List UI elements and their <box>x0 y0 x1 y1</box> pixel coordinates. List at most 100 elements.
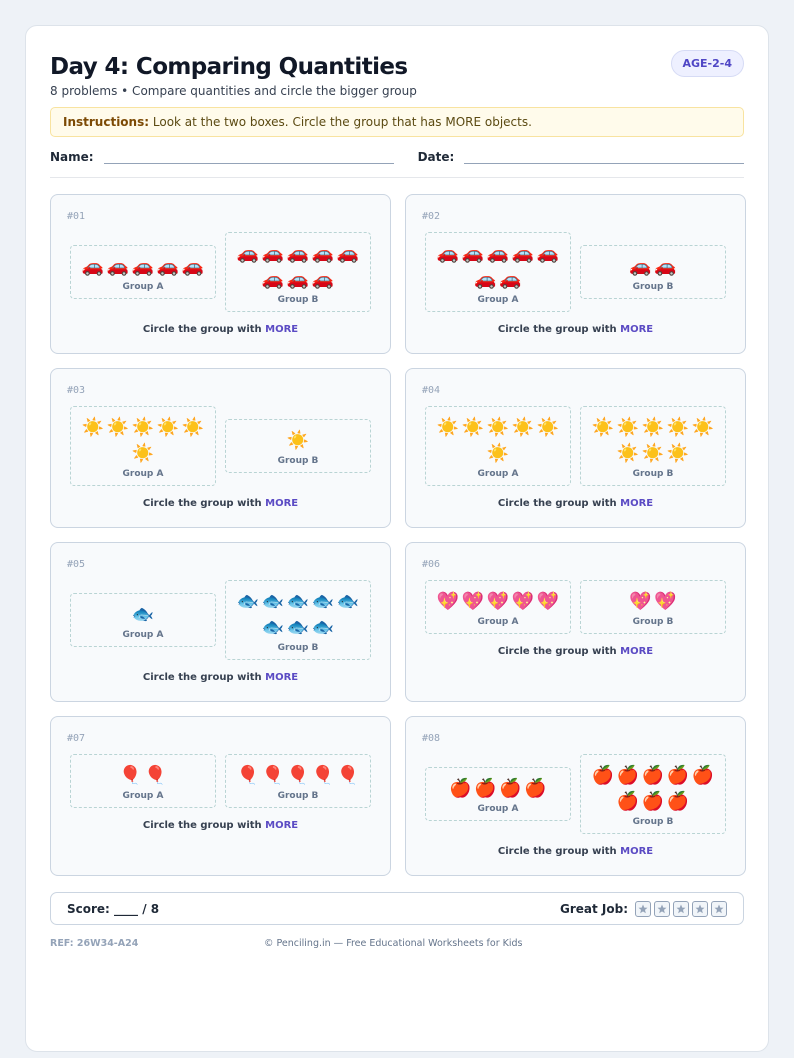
problem-grid: #01 🚗 🚗 🚗 🚗 🚗 Group A 🚗 🚗 🚗 🚗 🚗 🚗 🚗 🚗 Group B Circle the… <box>50 194 746 876</box>
group-box[interactable]: 💖 💖 💖 💖 💖 Group A <box>425 580 571 634</box>
item-icon: 🎈 <box>311 765 335 786</box>
groups-row: ☀️ ☀️ ☀️ ☀️ ☀️ ☀️ Group A ☀️ ☀️ ☀️ ☀️ ☀️ ☀️ ☀️ ☀️ Group… <box>422 406 729 486</box>
group-label: Group A <box>122 791 164 801</box>
star-icon <box>657 904 667 913</box>
group-label: Group A <box>477 617 519 627</box>
problem-card: #01 🚗 🚗 🚗 🚗 🚗 Group A 🚗 🚗 🚗 🚗 🚗 🚗 🚗 🚗 Group B Circle the… <box>50 194 391 354</box>
group-box[interactable]: 🎈 🎈 🎈 🎈 🎈 Group B <box>225 754 371 808</box>
item-icon: 🚗 <box>311 269 335 290</box>
item-icon: 💖 <box>436 591 460 612</box>
groups-row: 🎈 🎈 Group A 🎈 🎈 🎈 🎈 🎈 Group B <box>67 754 374 808</box>
name-line[interactable] <box>103 152 394 164</box>
group-items: 💖 💖 💖 💖 💖 <box>433 589 563 615</box>
groups-row: 🍎 🍎 🍎 🍎 Group A 🍎 🍎 🍎 🍎 🍎 🍎 🍎 🍎 Group B <box>422 754 729 834</box>
item-icon: ☀️ <box>436 417 460 438</box>
group-items: ☀️ ☀️ ☀️ ☀️ ☀️ ☀️ ☀️ ☀️ <box>588 415 718 467</box>
date-label: Date: <box>417 150 455 164</box>
prompt-emphasis: MORE <box>620 498 654 509</box>
item-icon: 🍎 <box>666 765 690 786</box>
item-icon: ☀️ <box>286 430 310 451</box>
title: Day 4: Comparing Quantities <box>50 54 408 80</box>
problem-card: #05 🐟 Group A 🐟 🐟 🐟 🐟 🐟 🐟 🐟 🐟 Group B Circle the gro… <box>50 542 391 702</box>
item-icon: ☀️ <box>641 443 665 464</box>
item-icon: ☀️ <box>486 417 510 438</box>
problem-number: #03 <box>67 385 86 396</box>
star[interactable] <box>711 900 727 917</box>
group-items: 🎈 🎈 <box>78 763 208 789</box>
name-label: Name: <box>50 150 94 164</box>
group-box[interactable]: 🐟 Group A <box>70 593 216 647</box>
star-icon <box>638 904 648 913</box>
group-label: Group A <box>122 469 164 479</box>
group-items: 🐟 <box>78 602 208 628</box>
date-line[interactable] <box>464 152 744 164</box>
item-icon: 🚗 <box>81 256 105 277</box>
item-icon: 🚗 <box>511 243 535 264</box>
prompt-text: Circle the group with <box>497 646 617 657</box>
groups-row: 💖 💖 💖 💖 💖 Group A 💖 💖 Group B <box>422 580 729 634</box>
group-box[interactable]: ☀️ ☀️ ☀️ ☀️ ☀️ ☀️ Group A <box>70 406 216 486</box>
item-icon: ☀️ <box>81 417 105 438</box>
prompt: Circle the group with MORE <box>67 820 374 831</box>
item-icon: 💖 <box>536 591 560 612</box>
prompt: Circle the group with MORE <box>67 324 374 335</box>
prompt-emphasis: MORE <box>265 820 299 831</box>
group-items: ☀️ ☀️ ☀️ ☀️ ☀️ ☀️ <box>78 415 208 467</box>
item-icon: ☀️ <box>131 417 155 438</box>
star[interactable] <box>635 900 651 917</box>
score: Score: ____ / 8 <box>67 901 160 916</box>
prompt: Circle the group with MORE <box>422 646 729 657</box>
prompt-emphasis: MORE <box>620 324 654 335</box>
group-box[interactable]: ☀️ Group B <box>225 419 371 473</box>
group-label: Group A <box>122 282 164 292</box>
problem-card: #07 🎈 🎈 Group A 🎈 🎈 🎈 🎈 🎈 Group B Circle the group… <box>50 716 391 876</box>
group-box[interactable]: 🍎 🍎 🍎 🍎 🍎 🍎 🍎 🍎 Group B <box>580 754 726 834</box>
item-icon: ☀️ <box>616 417 640 438</box>
group-box[interactable]: ☀️ ☀️ ☀️ ☀️ ☀️ ☀️ ☀️ ☀️ Group B <box>580 406 726 486</box>
problem-number: #06 <box>422 559 441 570</box>
group-box[interactable]: 🎈 🎈 Group A <box>70 754 216 808</box>
group-items: 🚗 🚗 🚗 🚗 🚗 <box>78 254 208 280</box>
group-label: Group B <box>632 469 674 479</box>
rating: Great Job: <box>560 900 727 917</box>
group-box[interactable]: 🚗 🚗 Group B <box>580 245 726 299</box>
prompt-emphasis: MORE <box>265 324 299 335</box>
group-label: Group B <box>277 643 319 653</box>
item-icon: 🎈 <box>261 765 285 786</box>
group-box[interactable]: 🍎 🍎 🍎 🍎 Group A <box>425 767 571 821</box>
group-label: Group B <box>277 456 319 466</box>
item-icon: 🍎 <box>641 791 665 812</box>
item-icon: 🚗 <box>536 243 560 264</box>
prompt-text: Circle the group with <box>142 820 262 831</box>
item-icon: 🍎 <box>691 765 715 786</box>
item-icon: 💖 <box>629 591 652 612</box>
group-items: ☀️ <box>233 428 363 454</box>
item-icon: 🚗 <box>474 269 497 290</box>
star[interactable] <box>673 900 689 917</box>
star[interactable] <box>654 900 670 917</box>
item-icon: 🍎 <box>449 778 472 799</box>
problem-card: #04 ☀️ ☀️ ☀️ ☀️ ☀️ ☀️ Group A ☀️ ☀️ ☀️ ☀️ ☀️ ☀️ ☀️ ☀️ Gr… <box>405 368 746 528</box>
group-label: Group B <box>277 295 319 305</box>
worksheet: AGE-2-4 Day 4: Comparing Quantities 8 pr… <box>25 25 769 1052</box>
item-icon: ☀️ <box>486 443 510 464</box>
groups-row: 🚗 🚗 🚗 🚗 🚗 Group A 🚗 🚗 🚗 🚗 🚗 🚗 🚗 🚗 Group B <box>67 232 374 312</box>
star[interactable] <box>692 900 708 917</box>
problem-number: #08 <box>422 733 441 744</box>
item-icon: ☀️ <box>666 443 690 464</box>
item-icon: 🚗 <box>311 243 335 264</box>
problem-number: #02 <box>422 211 441 222</box>
group-box[interactable]: 🐟 🐟 🐟 🐟 🐟 🐟 🐟 🐟 Group B <box>225 580 371 660</box>
group-box[interactable]: 💖 💖 Group B <box>580 580 726 634</box>
group-label: Group B <box>277 791 319 801</box>
prompt-emphasis: MORE <box>620 846 654 857</box>
groups-row: ☀️ ☀️ ☀️ ☀️ ☀️ ☀️ Group A ☀️ Group B <box>67 406 374 486</box>
group-box[interactable]: 🚗 🚗 🚗 🚗 🚗 Group A <box>70 245 216 299</box>
instructions-text: Look at the two boxes. Circle the group … <box>152 115 532 129</box>
problem-card: #03 ☀️ ☀️ ☀️ ☀️ ☀️ ☀️ Group A ☀️ Group B Circle th… <box>50 368 391 528</box>
group-box[interactable]: 🚗 🚗 🚗 🚗 🚗 🚗 🚗 Group A <box>425 232 571 312</box>
problem-card: #02 🚗 🚗 🚗 🚗 🚗 🚗 🚗 Group A 🚗 🚗 Group B Circle the gro… <box>405 194 746 354</box>
group-box[interactable]: ☀️ ☀️ ☀️ ☀️ ☀️ ☀️ Group A <box>425 406 571 486</box>
group-box[interactable]: 🚗 🚗 🚗 🚗 🚗 🚗 🚗 🚗 Group B <box>225 232 371 312</box>
problem-number: #05 <box>67 559 86 570</box>
